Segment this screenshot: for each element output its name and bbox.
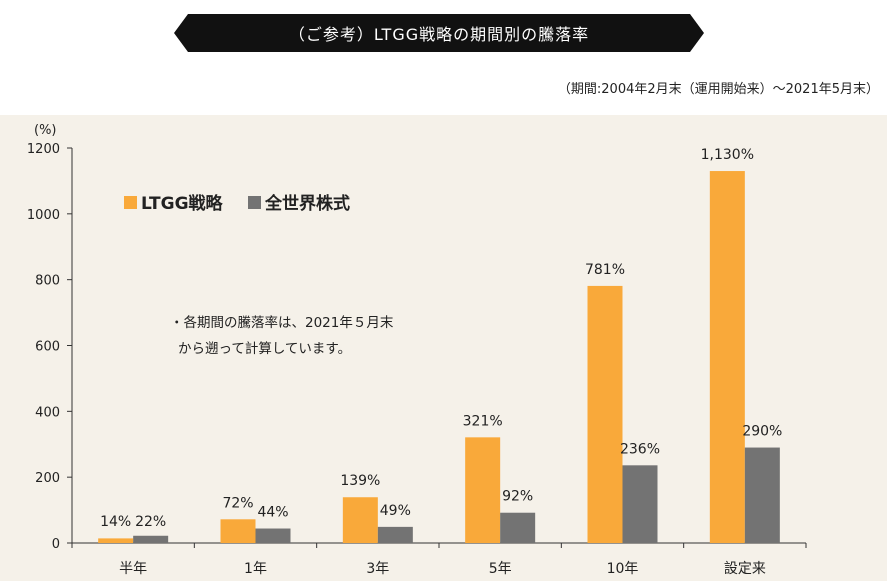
y-tick-label: 0: [52, 537, 60, 552]
bar-ltgg: [709, 171, 745, 543]
bar-ltgg: [465, 437, 501, 543]
bar-world: [500, 512, 536, 543]
bar-ltgg: [342, 497, 378, 543]
header-area: （ご参考）LTGG戦略の期間別の騰落率 （期間:2004年2月末（運用開始来）〜…: [0, 0, 887, 108]
bar-world: [622, 465, 658, 543]
legend: LTGG戦略 全世界株式: [124, 193, 350, 214]
data-label-world: 49%: [380, 503, 411, 519]
y-tick-label: 1200: [27, 142, 60, 157]
note-line-1: ・各期間の騰落率は、2021年５月末: [170, 314, 394, 331]
note-line-2: から遡って計算しています。: [178, 341, 351, 357]
bar-ltgg: [220, 519, 256, 543]
bar-ltgg: [587, 285, 623, 543]
data-label-world: 92%: [502, 489, 533, 505]
y-tick-label: 1000: [27, 208, 60, 223]
data-label-ltgg: 72%: [222, 495, 253, 511]
y-tick-label: 800: [35, 274, 60, 289]
page-title: （ご参考）LTGG戦略の期間別の騰落率: [174, 14, 704, 52]
x-category-label: 半年: [119, 561, 147, 577]
data-label-ltgg: 14%: [100, 514, 131, 530]
legend-label-ltgg: LTGG戦略: [141, 193, 224, 214]
data-label-ltgg: 139%: [340, 473, 380, 489]
bar-world: [255, 528, 291, 543]
chart-note: ・各期間の騰落率は、2021年５月末 から遡って計算しています。: [170, 314, 394, 357]
bar-world: [744, 447, 780, 543]
bar-world: [377, 526, 413, 543]
data-label-world: 290%: [742, 424, 782, 440]
data-label-world: 22%: [135, 514, 166, 530]
legend-swatch-world: [248, 196, 261, 209]
y-tick-label: 200: [35, 471, 60, 486]
y-axis-unit: (%): [34, 123, 57, 138]
x-category-label: 1年: [244, 561, 267, 577]
data-label-world: 236%: [620, 441, 660, 457]
data-label-ltgg: 1,130%: [701, 147, 754, 163]
data-label-ltgg: 781%: [585, 262, 625, 278]
data-label-world: 44%: [257, 505, 288, 521]
data-label-ltgg: 321%: [463, 413, 503, 429]
legend-swatch-ltgg: [124, 196, 137, 209]
x-category-label: 10年: [607, 561, 639, 577]
legend-label-world: 全世界株式: [264, 193, 350, 214]
y-tick-label: 600: [35, 340, 60, 355]
period-note: （期間:2004年2月末（運用開始来）〜2021年5月末）: [557, 82, 879, 97]
x-category-label: 3年: [366, 561, 389, 577]
bar-world: [133, 535, 169, 543]
x-category-label: 5年: [489, 561, 512, 577]
bar-ltgg: [98, 538, 134, 543]
y-tick-label: 400: [35, 405, 60, 420]
x-category-label: 設定来: [724, 561, 766, 577]
